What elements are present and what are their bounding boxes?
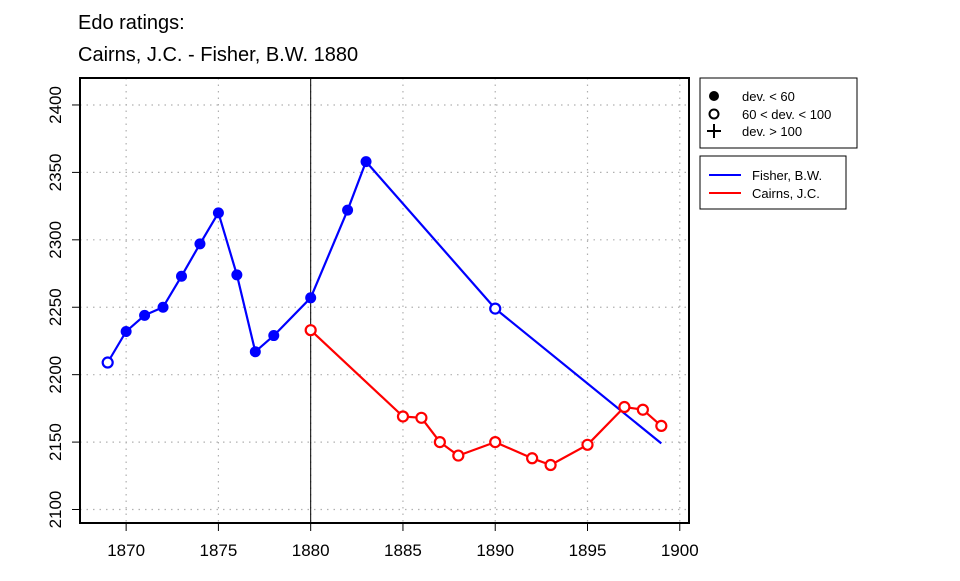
x-tick-label: 1900 [661, 541, 699, 560]
y-tick-label: 2150 [46, 423, 65, 461]
data-point-cairns [415, 411, 428, 424]
data-point-fisher [305, 292, 317, 304]
data-point-fisher [139, 309, 151, 321]
data-point-fisher [157, 301, 169, 313]
data-point-fisher [342, 204, 354, 216]
data-point-fisher [176, 270, 187, 282]
data-point-fisher [249, 346, 261, 358]
x-tick-label: 1875 [199, 541, 237, 560]
y-tick-label: 2400 [46, 86, 65, 124]
series-line-fisher [106, 160, 662, 445]
y-axis: 2100 2150 2200 2250 2300 2350 2400 [46, 86, 80, 528]
data-point-fisher [194, 238, 206, 250]
legend-label-fisher: Fisher, B.W. [752, 168, 822, 183]
data-point-cairns [433, 435, 446, 449]
y-tick-label: 2100 [46, 491, 65, 529]
deviation-legend: dev. < 60 60 < dev. < 100 dev. > 100 [699, 77, 858, 149]
deviation-legend-label-2: 60 < dev. < 100 [742, 107, 831, 122]
plot-frame [79, 77, 690, 524]
series-legend-box [699, 155, 847, 210]
x-tick-label: 1880 [292, 541, 330, 560]
deviation-legend-box [699, 77, 858, 149]
data-point-cairns [489, 435, 502, 449]
data-point-cairns [655, 419, 668, 433]
data-point-fisher [212, 207, 224, 219]
y-tick-label: 2200 [46, 356, 65, 394]
series-legend: Fisher, B.W. Cairns, J.C. [699, 155, 847, 210]
data-point-cairns [636, 403, 649, 416]
data-point-cairns [452, 449, 465, 462]
legend-label-cairns: Cairns, J.C. [752, 186, 820, 201]
data-point-fisher [360, 156, 372, 168]
chart-title-line-1: Edo ratings: [78, 12, 185, 34]
deviation-legend-label-3: dev. > 100 [742, 124, 802, 139]
x-tick-label: 1870 [107, 541, 145, 560]
plus-icon [707, 124, 721, 138]
grid-lines [80, 78, 689, 523]
y-tick-label: 2250 [46, 288, 65, 326]
chart-title-line-2: Cairns, J.C. - Fisher, B.W. 1880 [78, 44, 358, 66]
open-circle-icon [708, 108, 720, 120]
x-tick-label: 1895 [569, 541, 607, 560]
data-point-fisher [489, 302, 502, 315]
data-point-fisher [101, 356, 114, 369]
data-point-fisher [120, 326, 132, 338]
data-point-fisher [231, 269, 243, 281]
data-point-cairns [544, 458, 557, 472]
x-tick-label: 1885 [384, 541, 422, 560]
data-point-cairns [396, 410, 410, 423]
y-tick-label: 2350 [46, 153, 65, 191]
series-line-cairns [309, 329, 663, 467]
series-markers [101, 156, 668, 472]
filled-circle-icon [709, 91, 719, 101]
series-lines [106, 160, 663, 467]
y-tick-label: 2300 [46, 221, 65, 259]
data-point-cairns [304, 324, 317, 337]
deviation-legend-label-1: dev. < 60 [742, 89, 795, 104]
data-point-cairns [618, 400, 631, 414]
data-point-fisher [268, 330, 280, 342]
data-point-cairns [526, 452, 539, 465]
data-point-cairns [581, 438, 594, 451]
x-tick-label: 1890 [476, 541, 514, 560]
x-axis: 1870 1875 1880 1885 1890 1895 1900 [107, 523, 699, 560]
